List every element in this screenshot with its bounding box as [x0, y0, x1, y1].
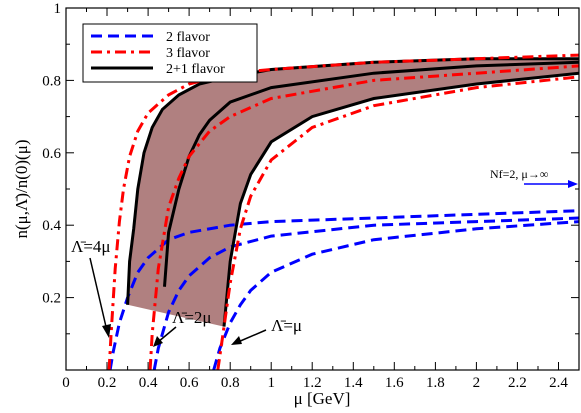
- parameter-band: [127, 58, 579, 327]
- series-line-3-flavor-2: [148, 64, 579, 370]
- annotation-arrowhead-2mu: [153, 336, 163, 347]
- x-tick-label: 1.8: [426, 375, 445, 391]
- x-tick-label: 0.4: [139, 375, 158, 391]
- curves-layer: [107, 53, 579, 370]
- annotation-arrowhead-mu: [231, 336, 242, 345]
- series-line-2plus1-flavor-3: [222, 71, 579, 327]
- annotation-arrowhead-4mu: [102, 324, 111, 338]
- annotation-lambda-mu: Λ̄=μ: [271, 316, 302, 335]
- legend-label-2-flavor: 2 flavor: [166, 30, 210, 45]
- x-axis-title: μ [GeV]: [294, 389, 351, 408]
- x-tick-label: 2.4: [549, 375, 568, 391]
- x-tick-label: 2: [473, 375, 481, 391]
- series-line-3-flavor-3: [216, 75, 579, 370]
- annotation-nf-limit: Nf=2, μ→∞: [490, 167, 548, 181]
- y-tick-label: 0.8: [42, 73, 61, 89]
- x-tick-label: 0.6: [180, 375, 199, 391]
- x-tick-label: 0.8: [221, 375, 240, 391]
- annotation-arrow-4mu: [89, 257, 108, 332]
- annotation-lambda-2mu: Λ̄=2μ: [172, 308, 212, 327]
- x-tick-label: 0: [62, 375, 70, 391]
- x-tick-label: 1: [267, 375, 275, 391]
- annotation-arrow-mu: [237, 329, 267, 343]
- y-tick-label: 0.4: [42, 218, 61, 234]
- series-line-2plus1-flavor-2: [163, 60, 579, 287]
- x-tick-label: 0.2: [98, 375, 117, 391]
- ticks-layer: 0 0.2 0.4 0.6 0.8 1 1.2 1.4 1.6 1.8 2 2.2 2.4 0.2 0.4 0…: [42, 1, 580, 391]
- series-line-2-flavor-2: [152, 216, 579, 370]
- annotations: Λ̄=4μ Λ̄=2μ Λ̄=μ Nf=2, μ→∞: [71, 167, 578, 347]
- x-tick-label: 2.2: [508, 375, 527, 391]
- x-tick-label: 1.6: [385, 375, 404, 391]
- legend: 2 flavor 3 flavor 2+1 flavor: [82, 23, 258, 83]
- y-tick-label: 0.2: [42, 291, 61, 307]
- annotation-arrowhead-nf-limit: [568, 180, 578, 188]
- y-tick-label: 1: [54, 1, 62, 17]
- y-axis-title: n(μ,Λ̄)/n(0)(μ): [12, 140, 31, 239]
- annotation-arrow-2mu: [157, 326, 177, 343]
- legend-box: [82, 23, 258, 83]
- x-tick-label: 1.4: [344, 375, 363, 391]
- series-line-3-flavor-1: [107, 53, 579, 370]
- y-tick-label: 0.6: [42, 146, 61, 162]
- annotation-lambda-4mu: Λ̄=4μ: [71, 237, 111, 256]
- legend-label-3-flavor: 3 flavor: [166, 46, 210, 61]
- x-tick-label: 1.2: [303, 375, 322, 391]
- legend-label-2plus1-flavor: 2+1 flavor: [166, 62, 225, 77]
- series-line-2-flavor-3: [212, 220, 579, 370]
